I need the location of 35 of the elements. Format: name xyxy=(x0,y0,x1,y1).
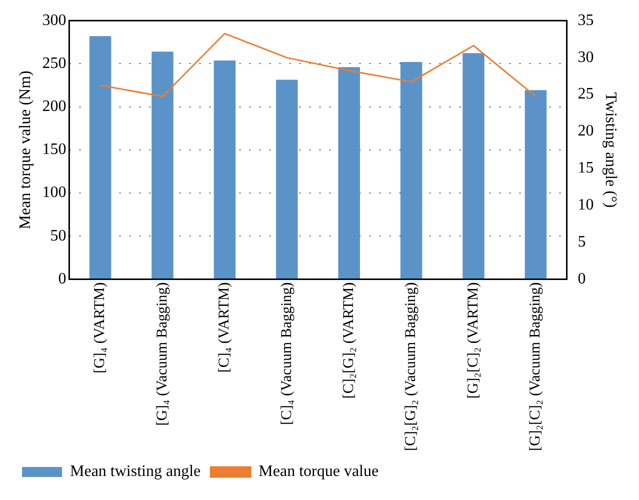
x-tick-label: [G]₂[C]₂ (VARTM) xyxy=(465,282,482,399)
y2-axis-title: Twisting angle (°) xyxy=(602,92,620,208)
y-tick-label: 150 xyxy=(42,141,66,158)
x-tick-label: [G]₄ (Vacuum Bagging) xyxy=(154,282,170,426)
y2-tick-label: 20 xyxy=(578,122,594,140)
bar xyxy=(276,80,298,280)
bar xyxy=(338,67,360,280)
y2-tick-label: 15 xyxy=(578,160,594,177)
y2-tick-label: 25 xyxy=(578,86,594,103)
y-tick-label: 250 xyxy=(42,54,66,72)
x-tick-label: [C]₄ (VARTM) xyxy=(216,282,233,373)
legend-label: Mean torque value xyxy=(258,463,379,480)
bar xyxy=(152,52,174,280)
y-axis-title: Mean torque value (Nm) xyxy=(16,70,34,230)
y2-tick-label: 35 xyxy=(578,12,594,29)
x-tick-label: [C]₂[G]₂ (Vacuum Bagging) xyxy=(403,282,420,451)
bar xyxy=(89,36,112,280)
bar xyxy=(214,60,236,280)
legend-label: Mean twisting angle xyxy=(70,463,201,480)
y2-tick-label: 30 xyxy=(578,48,594,66)
bar xyxy=(400,62,422,280)
x-tick-label: [G]₄ (VARTM) xyxy=(92,282,108,374)
y-tick-label: 50 xyxy=(50,227,66,244)
x-tick-label: [C]₂[G]₂ (VARTM) xyxy=(341,282,358,399)
bar xyxy=(462,53,484,280)
y-tick-label: 300 xyxy=(42,12,66,29)
y-tick-label: 100 xyxy=(42,184,66,202)
y2-tick-label: 0 xyxy=(578,270,586,288)
y-tick-label: 200 xyxy=(42,98,66,116)
y-tick-label: 0 xyxy=(58,270,66,288)
y2-tick-label: 5 xyxy=(578,234,586,251)
x-tick-label: [C]₄ (Vacuum Bagging) xyxy=(278,282,295,425)
bar xyxy=(524,90,547,280)
y2-tick-label: 10 xyxy=(578,196,594,214)
x-tick-label: [G]₂[C]₂ (Vacuum Bagging) xyxy=(528,282,544,451)
